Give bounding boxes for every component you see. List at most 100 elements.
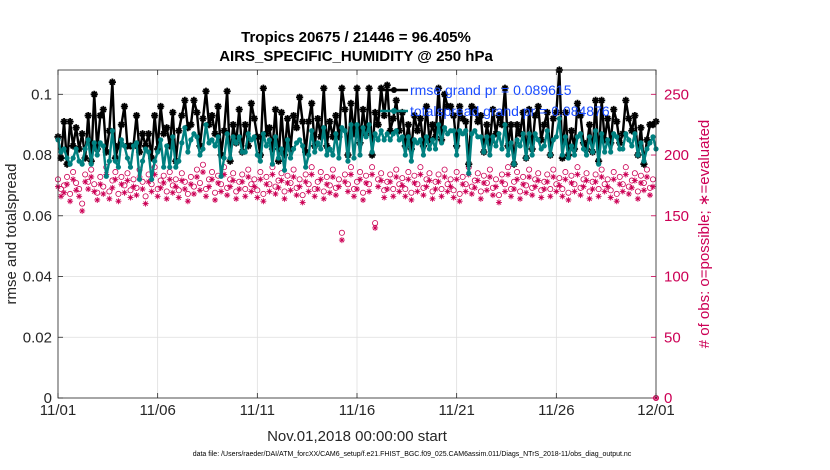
spread-point <box>520 131 526 137</box>
obs-possible-point <box>390 186 397 193</box>
obs-possible-point <box>574 164 581 171</box>
obs-evaluated-point <box>619 188 626 195</box>
obs-evaluated-point <box>344 188 351 195</box>
rmse-point <box>425 136 434 144</box>
rmse-point <box>365 84 373 92</box>
obs-evaluated-point <box>511 186 518 193</box>
obs-evaluated-point <box>263 181 270 188</box>
obs-evaluated-point <box>375 183 382 190</box>
obs-evaluated-point <box>91 188 98 195</box>
rmse-point <box>404 121 412 129</box>
spread-point <box>568 143 575 149</box>
obs-evaluated-point <box>523 189 530 196</box>
legend: rmse grand pr = 0.089615 totalspread gra… <box>380 82 610 119</box>
obs-possible-point <box>535 170 542 177</box>
y-tick-label: 0 <box>44 390 52 407</box>
obs-evaluated-point <box>326 189 333 196</box>
obs-possible-point <box>393 166 400 173</box>
rmse-point <box>561 108 569 117</box>
obs-evaluated-point <box>447 183 454 190</box>
rmse-point <box>175 127 183 135</box>
spread-point <box>224 131 230 137</box>
spread-point <box>257 158 263 164</box>
spread-point <box>348 122 354 128</box>
obs-evaluated-point <box>517 195 524 202</box>
obs-evaluated-point <box>124 177 131 184</box>
obs-evaluated-point <box>196 187 203 194</box>
y-right-axis-ticks: 0 50 100 150 200 250 <box>651 86 689 407</box>
rmse-point <box>573 99 582 108</box>
rmse-point <box>187 121 195 129</box>
spread-point <box>372 131 378 137</box>
obs-possible-point <box>559 186 566 193</box>
obs-possible-point <box>520 173 527 180</box>
obs-evaluated-point <box>305 188 312 195</box>
obs-possible-point <box>547 186 554 193</box>
obs-evaluated-point <box>477 195 484 202</box>
obs-possible-point <box>387 171 394 178</box>
obs-evaluated-point <box>369 171 376 178</box>
obs-evaluated-point <box>73 187 80 194</box>
spread-point <box>641 158 647 164</box>
obs-evaluated-point <box>245 173 252 180</box>
rmse-point <box>202 87 210 95</box>
obs-possible-point <box>118 173 125 180</box>
obs-evaluated-point <box>115 198 122 205</box>
obs-evaluated-point <box>151 171 158 178</box>
y-right-tick-label: 50 <box>664 329 681 346</box>
obs-evaluated-point <box>209 176 216 183</box>
obs-evaluated-point <box>547 193 554 200</box>
obs-evaluated-point <box>148 188 155 195</box>
spread-point <box>375 137 381 143</box>
obs-possible-point <box>369 164 376 171</box>
spread-point <box>290 146 297 152</box>
rmse-point <box>148 154 156 162</box>
obs-evaluated-point <box>350 193 357 200</box>
obs-possible-point <box>112 169 119 176</box>
obs-evaluated-point <box>565 196 572 203</box>
rmse-point <box>69 142 77 150</box>
spread-point <box>303 164 309 170</box>
obs-possible-point <box>209 169 216 176</box>
obs-evaluated-point <box>444 188 451 195</box>
spread-point <box>647 140 653 146</box>
obs-possible-point <box>417 164 424 171</box>
obs-possible-point <box>402 186 409 193</box>
rmse-point <box>604 114 612 123</box>
obs-evaluated-point <box>145 178 152 185</box>
rmse-point <box>576 111 585 120</box>
rmse-point <box>356 139 364 147</box>
obs-possible-point <box>378 170 385 177</box>
spread-point <box>626 137 632 143</box>
obs-possible-point <box>79 200 86 207</box>
spread-point <box>577 131 584 137</box>
spread-point <box>629 143 635 149</box>
obs-evaluated-point <box>384 186 391 193</box>
obs-evaluated-point <box>248 188 255 195</box>
obs-evaluated-point <box>556 182 563 189</box>
obs-evaluated-point <box>622 171 629 178</box>
rmse-point <box>280 151 289 159</box>
obs-possible-point <box>97 173 104 180</box>
obs-evaluated-point <box>106 195 113 202</box>
obs-evaluated-point <box>474 177 481 184</box>
obs-evaluated-point <box>387 178 394 185</box>
spread-point <box>203 122 209 128</box>
obs-evaluated-point <box>296 183 303 190</box>
obs-evaluated-point <box>420 192 427 199</box>
spread-point <box>562 134 568 140</box>
obs-possible-point <box>115 190 122 197</box>
spread-point <box>161 164 167 170</box>
obs-evaluated-point <box>97 181 104 188</box>
spread-point <box>149 176 155 182</box>
obs-evaluated-point <box>64 181 71 188</box>
spread-point <box>384 131 390 137</box>
obs-evaluated-point <box>139 186 146 193</box>
rmse-point <box>132 111 141 120</box>
rmse-point <box>190 96 198 104</box>
spread-point <box>61 146 67 152</box>
rmse-point <box>265 124 274 132</box>
rmse-point <box>217 151 225 159</box>
obs-evaluated-point <box>505 171 512 178</box>
obs-evaluated-point <box>199 169 206 176</box>
